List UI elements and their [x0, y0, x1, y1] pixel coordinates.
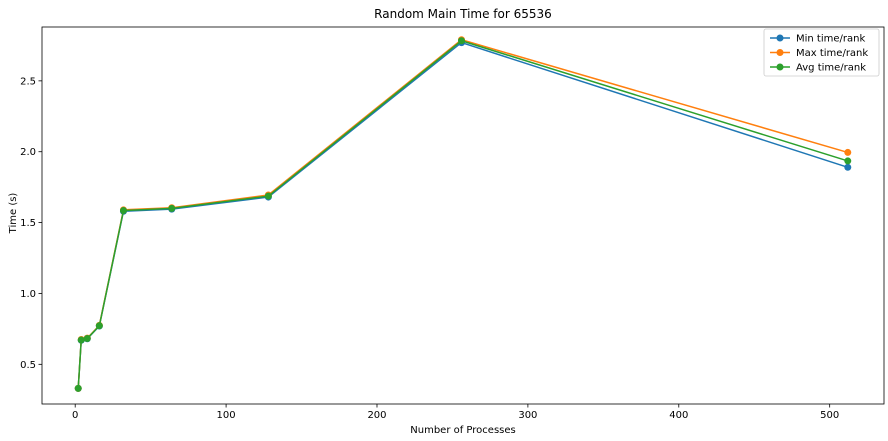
data-point: [844, 148, 852, 156]
legend-label: Max time/rank: [796, 48, 868, 59]
legend-item: Min time/rank: [770, 34, 865, 45]
legend: Min time/rank Max time/rank Avg time/rank: [763, 28, 880, 77]
series-line: [77, 39, 849, 389]
data-point: [77, 336, 85, 344]
chart-title: Random Main Time for 65536: [374, 7, 552, 21]
legend-frame: [763, 28, 880, 77]
x-tick-label: 0: [72, 410, 78, 421]
y-axis: 0.5 1.0 1.5 2.0 2.5: [20, 76, 42, 371]
legend-item: Avg time/rank: [770, 63, 866, 74]
x-axis-label: Number of Processes: [410, 425, 515, 436]
x-tick-label: 200: [367, 410, 386, 421]
data-point: [83, 335, 91, 343]
data-point: [168, 204, 176, 212]
data-point: [844, 163, 852, 171]
series-layer: [74, 36, 852, 392]
legend-swatch-marker: [776, 63, 784, 71]
x-tick-label: 400: [669, 410, 688, 421]
legend-swatch-marker: [776, 49, 784, 56]
y-tick-label: 2.0: [20, 147, 36, 158]
x-tick-label: 100: [217, 410, 236, 421]
series-2: [74, 36, 852, 392]
data-point: [457, 37, 465, 45]
y-tick-label: 1.5: [20, 218, 36, 229]
y-axis-label: Time (s): [8, 193, 19, 235]
plot-frame: [41, 26, 885, 405]
x-axis: 0 100 200 300 400 500: [72, 404, 839, 421]
data-point: [264, 192, 272, 200]
series-1: [74, 39, 852, 392]
data-point: [119, 207, 127, 215]
y-tick-label: 1.0: [20, 289, 36, 300]
data-point: [74, 384, 82, 392]
series-line: [77, 41, 849, 389]
data-point: [844, 157, 852, 165]
plot-area: [41, 26, 885, 405]
y-tick-label: 2.5: [20, 76, 36, 87]
legend-swatch-marker: [776, 34, 784, 42]
y-tick-label: 0.5: [20, 360, 36, 371]
legend-label: Min time/rank: [796, 34, 865, 45]
series-3: [74, 37, 852, 392]
legend-item: Max time/rank: [770, 48, 868, 59]
x-tick-label: 300: [518, 410, 537, 421]
series-line: [77, 38, 848, 389]
legend-label: Avg time/rank: [796, 63, 866, 74]
x-tick-label: 500: [820, 410, 839, 421]
data-point: [95, 322, 103, 330]
